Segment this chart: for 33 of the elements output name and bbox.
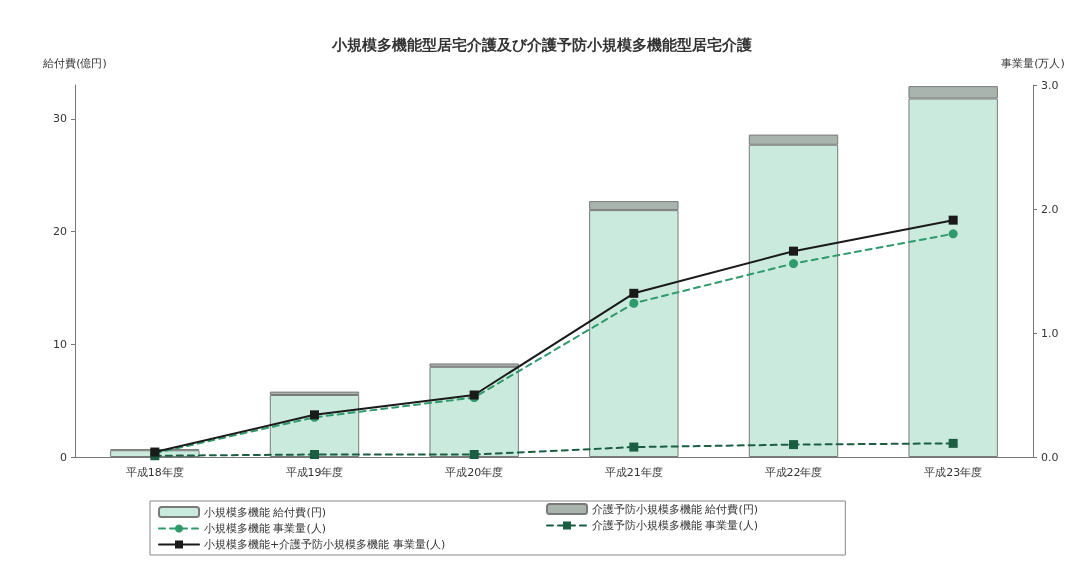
legend-label: 小規模多機能+介護予防小規模多機能 事業量(人)	[204, 538, 446, 551]
legend-label: 小規模多機能 給付費(円)	[204, 505, 327, 519]
legend-label: 介護予防小規模多機能 事業量(人)	[592, 519, 759, 532]
x-tick-label: 平成22年度	[764, 466, 823, 479]
y2-tick-label: 0.0	[1041, 450, 1059, 464]
y2-axis-title: 事業量(万人)	[1001, 57, 1065, 70]
y2-tick-label: 3.0	[1041, 78, 1059, 92]
point	[948, 215, 958, 225]
x-tick-label: 平成18年度	[125, 466, 184, 479]
y-axis-title: 給付費(億円)	[42, 57, 107, 70]
y2-tick-label: 1.0	[1041, 326, 1059, 340]
point	[469, 450, 479, 460]
x-tick-label: 平成19年度	[285, 466, 344, 479]
legend-label: 小規模多機能 事業量(人)	[204, 522, 327, 535]
x-tick-label: 平成21年度	[604, 466, 663, 479]
point	[629, 298, 639, 308]
point	[629, 442, 639, 452]
legend-label: 介護予防小規模多機能 給付費(円)	[592, 502, 759, 516]
x-tick-label: 平成20年度	[445, 466, 504, 479]
point	[310, 450, 319, 460]
x-tick-label: 平成23年度	[924, 466, 983, 479]
chart-title: 小規模多機能型居宅介護及び介護予防小規模多機能型居宅介護	[330, 35, 752, 54]
point	[789, 440, 798, 450]
y-tick-label: 30	[53, 112, 67, 126]
y2-tick-label: 2.0	[1041, 202, 1059, 216]
point	[629, 288, 639, 298]
y-tick-label: 20	[53, 225, 67, 239]
point	[789, 246, 798, 256]
point	[948, 229, 958, 239]
point	[948, 438, 958, 448]
y-tick-label: 0	[60, 450, 67, 464]
point	[789, 259, 798, 269]
y-tick-label: 10	[53, 337, 67, 351]
